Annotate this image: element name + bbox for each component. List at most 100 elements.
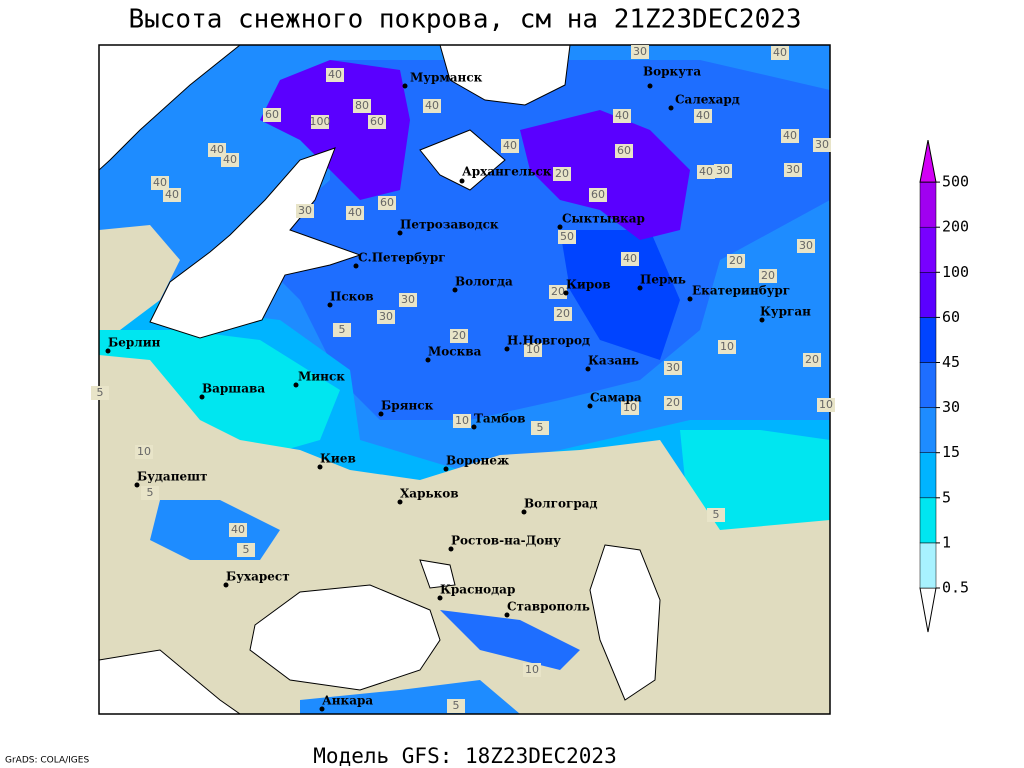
legend-label: 45 [942, 353, 960, 371]
contour-label: 100 [310, 115, 331, 128]
credit: GrADS: COLA/IGES [5, 756, 89, 766]
contour-label: 30 [815, 138, 829, 151]
sea [149, 147, 362, 339]
city-label: Самара [590, 391, 642, 405]
sea [589, 544, 661, 701]
contour-label-box [797, 239, 815, 253]
contour-label: 5 [713, 508, 720, 521]
contour-label-box [399, 293, 417, 307]
contour-label: 20 [761, 269, 775, 282]
snow-zone [560, 230, 680, 360]
contour-label-box [353, 99, 371, 113]
city-dot [587, 403, 593, 409]
legend-swatch [919, 226, 937, 273]
contour-label-box [589, 188, 607, 202]
city-label: Анкара [322, 694, 373, 708]
contour-label-box [135, 445, 153, 459]
city-dot [402, 83, 408, 89]
legend-label: 200 [942, 218, 969, 236]
contour-label: 40 [623, 252, 637, 265]
contour-label-box [368, 115, 386, 129]
contour-label-box [803, 353, 821, 367]
city-label: Казань [588, 354, 639, 368]
city-dot [425, 357, 431, 363]
contour-label: 30 [379, 310, 393, 323]
contour-label: 10 [623, 401, 637, 414]
contour-label: 10 [720, 340, 734, 353]
legend-label: 0.5 [942, 579, 969, 597]
legend-label: 100 [942, 263, 969, 281]
map [99, 45, 830, 714]
contour-label: 10 [526, 343, 540, 356]
contour-label: 5 [453, 699, 460, 712]
legend-swatch [919, 407, 937, 453]
contour-label: 30 [401, 293, 415, 306]
contour-label-box [549, 285, 567, 299]
sea [419, 129, 506, 191]
bare-land [99, 225, 180, 330]
city-dot [317, 464, 323, 470]
contour-label: 30 [666, 361, 680, 374]
contour-label: 40 [615, 109, 629, 122]
city-label: Волгоград [524, 497, 597, 511]
legend-arrow [919, 140, 937, 183]
contour-label: 20 [452, 329, 466, 342]
contour-label: 10 [137, 445, 151, 458]
snow-zone [99, 330, 340, 460]
contour-label-box [781, 129, 799, 143]
city-label: Берлин [108, 336, 161, 350]
city-label: Харьков [400, 487, 459, 501]
contour-label-box [378, 196, 396, 210]
contour-label-box [229, 523, 247, 537]
city-label: Тамбов [474, 412, 525, 426]
contour-label-box [615, 144, 633, 158]
city-dot [585, 366, 591, 372]
contour-label-box [453, 414, 471, 428]
city-label: Краснодар [440, 583, 515, 597]
contour-label: 5 [243, 543, 250, 556]
city-dot [504, 346, 510, 352]
contour-label-box [423, 99, 441, 113]
contour-label-box [697, 165, 715, 179]
contour-label-box [714, 164, 732, 178]
city-dot [452, 287, 458, 293]
sea [99, 45, 241, 171]
contour-label: 30 [633, 45, 647, 58]
city-dot [437, 595, 443, 601]
contour-label-box [631, 45, 649, 59]
legend-label: 30 [942, 398, 960, 416]
legend-arrow [919, 587, 937, 633]
contour-label-box [621, 252, 639, 266]
contour-label: 40 [503, 139, 517, 152]
contour-label-box [524, 343, 542, 357]
contour-label: 5 [537, 421, 544, 434]
city-dot [293, 382, 299, 388]
contour-label-box [141, 486, 159, 500]
city-label: С.Петербург [358, 251, 446, 265]
contour-label-box [237, 543, 255, 557]
contour-label: 20 [551, 285, 565, 298]
city-dot [397, 499, 403, 505]
city-label: Воронеж [446, 454, 509, 468]
legend-swatch [919, 317, 937, 363]
city-label: Вологда [455, 275, 513, 289]
contour-label-box [346, 206, 364, 220]
contour-label: 80 [355, 99, 369, 112]
snow-zone [260, 60, 410, 200]
sea [99, 649, 241, 714]
contour-label: 10 [819, 398, 833, 411]
legend-swatch [919, 272, 937, 318]
city-label: Петрозаводск [400, 218, 499, 232]
contour-label: 40 [231, 523, 245, 536]
contour-label: 5 [339, 323, 346, 336]
legend-label: 5 [942, 488, 951, 506]
contour-label-box [554, 307, 572, 321]
contour-label: 30 [716, 164, 730, 177]
title: Высота снежного покрова, см на 21Z23DEC2… [128, 5, 801, 35]
contour-label: 40 [223, 153, 237, 166]
contour-label: 20 [729, 254, 743, 267]
city-dot [327, 302, 333, 308]
city-label: Екатеринбург [692, 284, 790, 298]
sea [439, 45, 571, 106]
